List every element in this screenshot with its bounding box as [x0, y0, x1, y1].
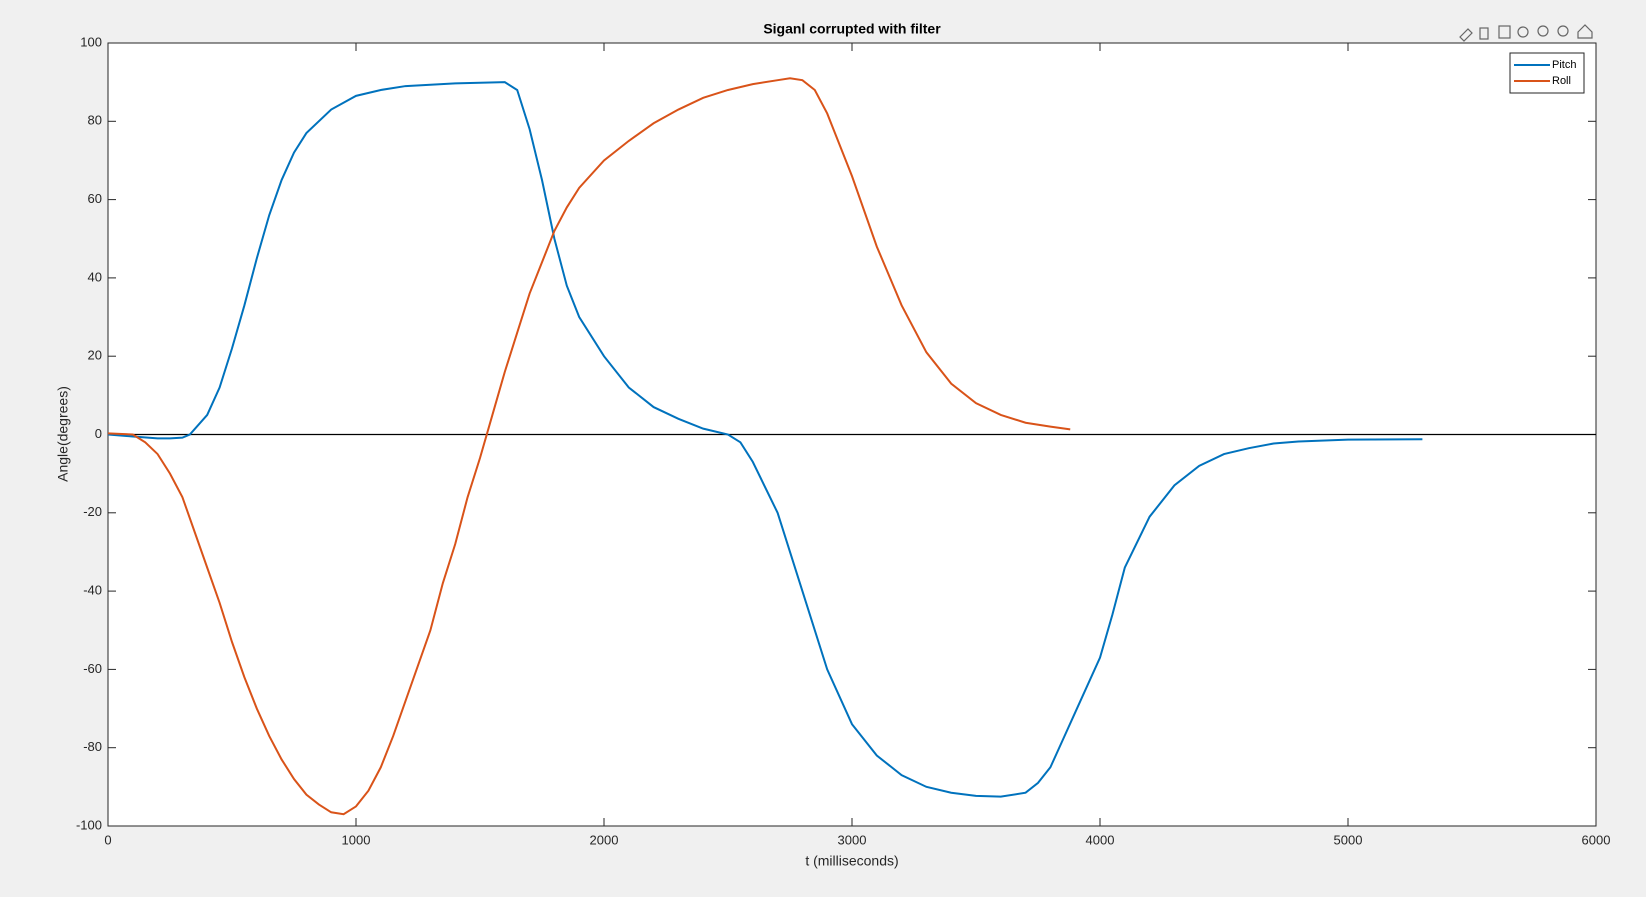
y-tick-label: -100: [76, 817, 102, 832]
toolbar-zoom-in[interactable]: [1537, 25, 1549, 37]
x-tick-label: 0: [104, 832, 111, 847]
x-tick-label: 2000: [590, 832, 619, 847]
x-axis-label: t (milliseconds): [805, 853, 898, 869]
x-tick-label: 3000: [838, 832, 867, 847]
y-tick-label: -60: [83, 661, 102, 676]
chart-title: Siganl corrupted with filter: [763, 21, 941, 37]
toolbar-legend[interactable]: [1498, 25, 1511, 39]
line: [107, 77, 1071, 816]
y-tick-label: 20: [88, 348, 102, 363]
x-tick-label: 4000: [1086, 832, 1115, 847]
x-tick-label: 1000: [342, 832, 371, 847]
y-tick-label: 0: [95, 426, 102, 441]
y-tick-label: 40: [88, 269, 102, 284]
y-tick-label: 100: [80, 34, 102, 49]
y-tick-label: -80: [83, 739, 102, 754]
x-tick-label: 6000: [1582, 832, 1611, 847]
legend-box: [1509, 52, 1585, 94]
y-tick-label: -40: [83, 583, 102, 598]
y-tick-label: 80: [88, 113, 102, 128]
toolbar-brush[interactable]: [1459, 28, 1473, 42]
legend-label: Pitch: [1552, 59, 1576, 71]
toolbar-home[interactable]: [1577, 24, 1593, 39]
y-axis-label: Angle(degrees): [55, 386, 71, 482]
toolbar-datatip[interactable]: [1479, 27, 1489, 40]
y-tick-label: 60: [88, 191, 102, 206]
y-tick-label: -20: [83, 504, 102, 519]
toolbar-zoom-out[interactable]: [1557, 25, 1569, 37]
toolbar-pan[interactable]: [1517, 26, 1529, 38]
legend-label: Roll: [1552, 75, 1571, 87]
x-tick-label: 5000: [1334, 832, 1363, 847]
line: [107, 81, 1423, 798]
toolbar[interactable]: [1459, 24, 1593, 42]
